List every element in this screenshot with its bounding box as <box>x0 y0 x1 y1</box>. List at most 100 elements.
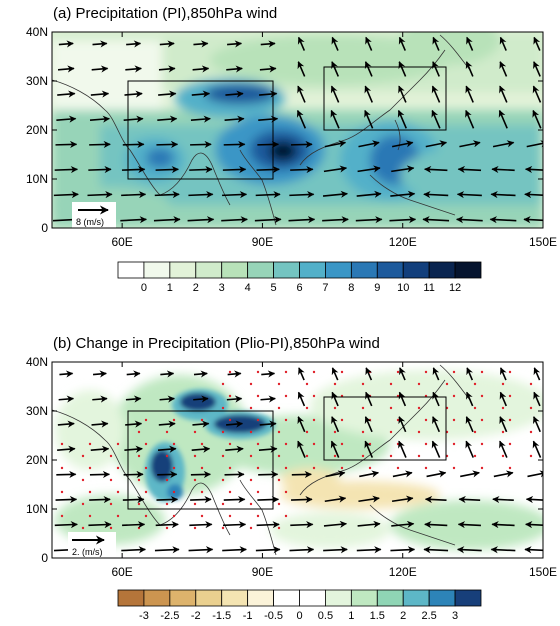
colorbar-swatch <box>299 261 326 279</box>
colorbar-label: 1 <box>167 282 173 294</box>
significance-dot <box>256 442 260 446</box>
significance-dot <box>200 490 204 494</box>
wind-vector <box>257 140 280 149</box>
panel-b-colorbar: -3 -2.5 -2 -1.5 -1 -0.5 0 0.5 1 1.5 2 2.5 3 <box>117 589 482 622</box>
colorbar-label: -1 <box>243 610 253 622</box>
wind-vector <box>331 416 340 433</box>
wind-vector <box>359 470 379 478</box>
significance-dot <box>501 454 505 458</box>
wind-vector <box>423 546 449 554</box>
wind-vector <box>525 495 543 504</box>
wind-vector <box>398 391 407 407</box>
wind-vector <box>121 546 146 554</box>
significance-dot <box>221 454 225 458</box>
significance-dot <box>256 466 260 470</box>
wind-vector <box>224 115 245 123</box>
significance-dot <box>172 418 176 422</box>
wind-vector <box>431 109 441 129</box>
colorbar-swatch <box>221 261 249 279</box>
colorbar-label: 7 <box>322 282 328 294</box>
wind-vector <box>54 165 79 174</box>
colorbar-swatch <box>143 261 171 279</box>
colorbar-swatch <box>195 589 223 607</box>
wind-vector <box>391 495 414 503</box>
x-tick-label: 120E <box>389 565 417 579</box>
wind-vector <box>158 90 177 98</box>
colorbar-label: 1.5 <box>370 610 385 622</box>
wind-vector <box>322 216 349 224</box>
wind-vector <box>254 216 282 224</box>
significance-dot <box>109 502 113 506</box>
wind-vector <box>465 109 475 129</box>
wind-vector <box>55 495 78 504</box>
wind-vector <box>120 216 147 224</box>
significance-dot <box>424 442 428 446</box>
significance-dot <box>249 382 253 386</box>
colorbar-label: 2 <box>193 282 199 294</box>
significance-dot <box>389 454 393 458</box>
significance-dot <box>473 406 477 410</box>
wind-vector <box>297 61 306 77</box>
wind-vector <box>365 367 373 381</box>
colorbar-label: 0.5 <box>318 610 333 622</box>
significance-dot <box>340 418 344 422</box>
wind-vector <box>191 90 211 98</box>
wind-vector <box>54 521 78 529</box>
wind-vector <box>227 40 243 48</box>
wind-vector <box>523 216 543 224</box>
wind-vector <box>192 65 210 73</box>
significance-dot <box>424 418 428 422</box>
wind-vector <box>398 61 407 77</box>
significance-dot <box>60 442 64 446</box>
wind-vector <box>533 61 541 77</box>
wind-vector <box>499 440 508 458</box>
significance-dot <box>480 418 484 422</box>
wind-vector <box>158 420 176 428</box>
significance-dot <box>144 418 148 422</box>
x-tick-label: 120E <box>389 235 417 249</box>
significance-dot <box>165 526 169 530</box>
significance-dot <box>221 406 225 410</box>
significance-dot <box>508 394 512 398</box>
y-tick-label: 30N <box>26 74 48 88</box>
significance-dot <box>473 454 477 458</box>
significance-dot <box>172 466 176 470</box>
significance-dot <box>81 502 85 506</box>
wind-vector <box>459 140 481 148</box>
wind-vector <box>125 395 142 403</box>
colorbar-label: 2.5 <box>421 610 436 622</box>
colorbar-swatch <box>169 261 197 279</box>
x-tick-label: 150E <box>529 565 557 579</box>
wind-vector <box>157 115 178 123</box>
wind-vector <box>391 520 415 528</box>
wind-vector <box>260 395 276 403</box>
wind-vector <box>425 140 448 148</box>
wind-vector <box>297 416 306 433</box>
significance-dot <box>228 490 232 494</box>
wind-vector <box>56 115 77 123</box>
significance-dot <box>256 490 260 494</box>
significance-dot <box>277 526 281 530</box>
significance-dot <box>144 490 148 494</box>
significance-dot <box>333 406 337 410</box>
significance-dot <box>333 430 337 434</box>
wind-vector <box>157 470 178 479</box>
wind-vector <box>92 40 108 48</box>
wind-vector <box>465 440 474 458</box>
wind-vector <box>122 140 145 149</box>
wind-vector <box>498 109 508 129</box>
significance-dot <box>116 490 120 494</box>
wind-vector <box>190 140 212 149</box>
wind-vector <box>432 416 441 433</box>
colorbar-swatch <box>350 589 378 607</box>
significance-dot <box>116 442 120 446</box>
wind-vector <box>330 109 340 129</box>
wind-vector <box>460 470 480 478</box>
wind-vector <box>87 191 113 199</box>
wind-vector <box>256 165 280 174</box>
wind-vector <box>532 85 542 103</box>
panel-a: (a) Precipitation (PI),850hPa wind <box>26 5 557 294</box>
wind-vector <box>90 90 110 98</box>
wind-vector <box>324 495 347 503</box>
x-tick-label: 150E <box>529 235 557 249</box>
